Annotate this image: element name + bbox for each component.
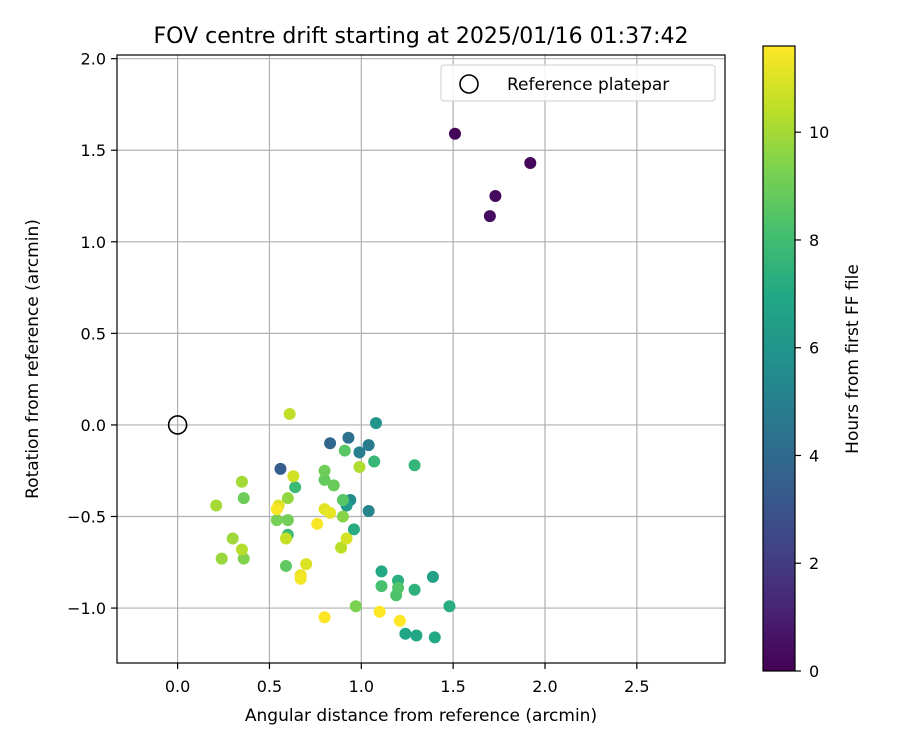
scatter-point (235, 543, 248, 556)
scatter-point (270, 514, 283, 527)
colorbar-tick-label: 0 (809, 662, 819, 681)
scatter-point (281, 492, 294, 505)
scatter-point (287, 470, 300, 483)
colorbar-tick-label: 2 (809, 554, 819, 573)
scatter-point (428, 631, 441, 644)
x-axis-label: Angular distance from reference (arcmin) (245, 706, 597, 726)
scatter-point (349, 600, 362, 613)
y-tick-label: 1.5 (81, 141, 106, 160)
x-tick-label: 0.5 (257, 677, 282, 696)
y-axis-ticks: −1.0 −0.5 0.0 0.5 1.0 1.5 2.0 (67, 50, 117, 618)
x-tick-label: 1.5 (440, 677, 465, 696)
scatter-point (483, 210, 496, 223)
scatter-point (237, 552, 250, 565)
x-tick-label: 1.0 (349, 677, 374, 696)
colorbar-label: Hours from first FF file (843, 264, 863, 454)
colorbar-tick-label: 8 (809, 231, 819, 250)
scatter-point (368, 455, 381, 468)
x-tick-label: 2.5 (624, 677, 649, 696)
x-axis-ticks: 0.0 0.5 1.0 1.5 2.0 2.5 (165, 663, 650, 696)
scatter-point (362, 439, 375, 452)
legend-reference-marker (459, 74, 479, 94)
scatter-point (375, 580, 388, 593)
scatter-point (237, 492, 250, 505)
scatter-point (426, 570, 439, 583)
scatter-point (279, 532, 292, 545)
scatter-point (294, 572, 307, 585)
scatter-point (489, 190, 502, 203)
y-tick-label: 0.5 (81, 324, 106, 343)
scatter-point (393, 614, 406, 627)
colorbar-tick-label: 4 (809, 446, 819, 465)
scatter-point (324, 506, 337, 519)
scatter-point (408, 459, 421, 472)
scatter-point (369, 417, 382, 430)
colorbar (762, 45, 796, 672)
legend: Reference platepar (440, 64, 716, 102)
scatter-points (210, 127, 537, 644)
scatter-point (353, 461, 366, 474)
scatter-point (270, 503, 283, 516)
y-tick-label: −1.0 (67, 599, 106, 618)
scatter-point (408, 583, 421, 596)
scatter-point (342, 431, 355, 444)
scatter-point (324, 437, 337, 450)
scatter-point (448, 127, 461, 140)
scatter-point (318, 464, 331, 477)
scatter-point (362, 505, 375, 517)
y-tick-label: 0.0 (81, 416, 106, 435)
y-tick-label: 1.0 (81, 233, 106, 252)
scatter-point (410, 629, 423, 642)
scatter-point (373, 605, 386, 618)
scatter-point (318, 611, 331, 624)
scatter-point (336, 494, 349, 507)
scatter-point (347, 523, 360, 536)
scatter-point (281, 514, 294, 527)
scatter-point (300, 558, 313, 571)
plot-frame (116, 54, 726, 664)
scatter-point (327, 479, 340, 492)
scatter-point (235, 475, 248, 488)
scatter-point (353, 446, 366, 459)
y-axis-label: Rotation from reference (arcmin) (23, 219, 43, 499)
scatter-point (340, 532, 353, 545)
colorbar-tick-label: 10 (809, 123, 829, 142)
scatter-point (335, 541, 348, 554)
scatter-point (524, 157, 537, 170)
y-tick-label: −0.5 (67, 507, 106, 526)
colorbar-ticks: 0 2 4 6 8 10 (795, 123, 829, 681)
legend-box (440, 64, 716, 102)
scatter-point (226, 532, 239, 545)
reference-platepar-marker (167, 415, 188, 435)
legend-label: Reference platepar (507, 75, 669, 95)
colorbar-tick-label: 6 (809, 339, 819, 358)
scatter-point (336, 510, 349, 523)
scatter-point (289, 481, 302, 494)
grid-lines (117, 55, 725, 663)
scatter-point (215, 552, 228, 565)
scatter-point (274, 462, 287, 475)
scatter-point (279, 559, 292, 572)
scatter-point (375, 565, 388, 578)
scatter-point (338, 444, 351, 457)
y-tick-label: 2.0 (81, 50, 106, 69)
x-tick-label: 0.0 (165, 677, 190, 696)
scatter-point (399, 627, 412, 640)
scatter-point (318, 473, 331, 486)
scatter-point (283, 407, 296, 420)
scatter-point (443, 600, 456, 613)
chart-title: FOV centre drift starting at 2025/01/16 … (154, 24, 689, 49)
scatter-point (210, 499, 223, 512)
scatter-point (392, 581, 405, 594)
scatter-point (311, 517, 324, 530)
x-tick-label: 2.0 (532, 677, 557, 696)
